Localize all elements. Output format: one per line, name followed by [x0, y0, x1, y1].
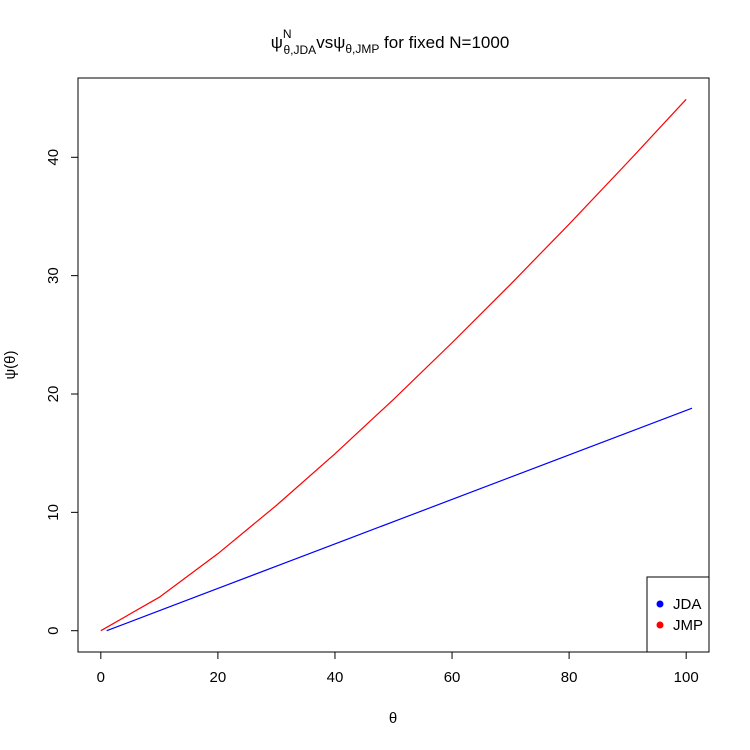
chart-title: ψN θ,JDAvsψθ,JMP for fixed N=1000 — [271, 27, 510, 57]
title-part: for fixed N=1000 — [379, 33, 509, 52]
x-tick-label: 0 — [97, 669, 105, 686]
title-part: N — [283, 27, 292, 41]
legend-label: JDA — [673, 596, 701, 613]
legend-marker — [656, 600, 664, 608]
x-axis-label: θ — [389, 710, 397, 727]
title-part: ψ — [333, 33, 345, 52]
y-tick-label: 0 — [45, 627, 62, 635]
legend-marker — [656, 621, 664, 629]
y-tick-label: 10 — [45, 504, 62, 521]
title-part: θ,JMP — [345, 42, 379, 56]
x-tick-label: 80 — [561, 669, 578, 686]
title-part: θ,JDA — [284, 43, 317, 57]
legend-label: JMP — [673, 617, 703, 634]
x-tick-label: 100 — [674, 669, 699, 686]
series-line — [106, 407, 693, 632]
y-tick-label: 20 — [45, 386, 62, 403]
title-part: ψ — [271, 33, 283, 52]
x-tick-label: 20 — [210, 669, 227, 686]
legend-box — [646, 576, 710, 653]
title-part: vs — [316, 33, 333, 52]
y-tick-label: 30 — [45, 267, 62, 284]
x-tick-label: 40 — [327, 669, 344, 686]
series-line — [100, 98, 687, 632]
y-tick-label: 40 — [45, 149, 62, 166]
y-axis-label: ψ(θ) — [2, 350, 19, 379]
x-tick-label: 60 — [444, 669, 461, 686]
